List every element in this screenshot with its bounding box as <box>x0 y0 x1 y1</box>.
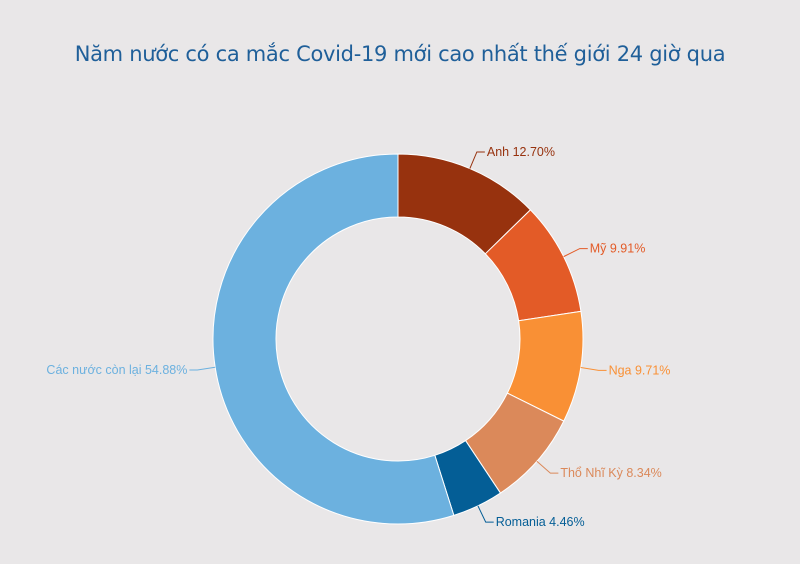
leader-line-nga <box>580 367 607 371</box>
leader-line-anh <box>469 151 485 169</box>
label-romania: Romania 4.46% <box>496 515 585 529</box>
leader-line-romania <box>477 505 494 523</box>
label-cac-nuoc-con-lai: Các nước còn lại 54.88% <box>46 363 187 377</box>
label-tho-nhi-ky: Thổ Nhĩ Kỳ 8.34% <box>560 466 661 480</box>
leader-line-my <box>563 248 588 258</box>
slices-group <box>212 153 584 525</box>
leader-line-tho-nhi-ky <box>536 460 559 474</box>
slice-cac-nuoc-con-lai[interactable] <box>212 153 455 525</box>
label-my: Mỹ 9.91% <box>590 242 646 256</box>
labels-group: Anh 12.70% Mỹ 9.91% Nga 9.71% Thổ Nhĩ Kỳ 8.… <box>46 145 670 529</box>
label-nga: Nga 9.71% <box>609 363 671 377</box>
leader-lines-group <box>189 151 607 523</box>
leader-line-cac-nuoc-con-lai <box>189 366 216 371</box>
label-anh: Anh 12.70% <box>487 145 555 159</box>
chart-title: Năm nước có ca mắc Covid-19 mới cao nhất… <box>74 42 726 66</box>
